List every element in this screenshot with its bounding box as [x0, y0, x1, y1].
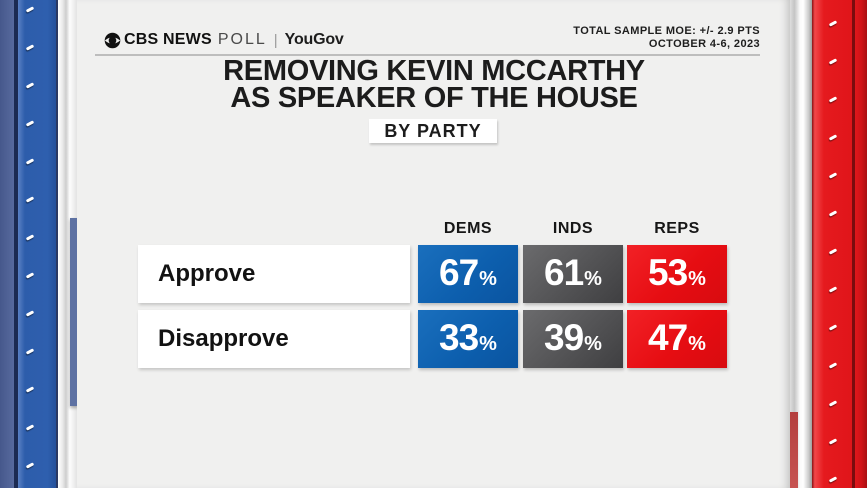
yougov-wordmark: YouGov [284, 31, 344, 48]
left-binding-dark-line [14, 0, 18, 488]
column-header-inds: INDS [552, 220, 594, 237]
brand-lockup: CBS NEWS POLL | YouGov [104, 30, 344, 50]
cell-value: 67 [439, 252, 479, 293]
percent-sign: % [688, 268, 706, 290]
page-background [77, 0, 790, 488]
right-binding-outer-strip [855, 0, 867, 488]
percent-sign: % [688, 333, 706, 355]
sample-moe-block: TOTAL SAMPLE MOE: +/- 2.9 PTS OCTOBER 4-… [573, 25, 760, 51]
title-line-1: REMOVING KEVIN MCCARTHY [223, 55, 645, 87]
left-binding-outer-strip [0, 0, 16, 488]
right-page-tab [790, 412, 798, 488]
left-binding-edge-line [56, 0, 58, 488]
cell-disapprove-dems: 33% [418, 310, 518, 368]
cell-disapprove-reps: 47% [627, 310, 727, 368]
by-party-badge: BY PARTY [369, 119, 497, 143]
row-label-approve: Approve [138, 245, 410, 303]
poll-wordmark: POLL [217, 31, 267, 48]
percent-sign: % [479, 268, 497, 290]
percent-sign: % [479, 333, 497, 355]
date-line: OCTOBER 4-6, 2023 [648, 38, 760, 50]
cell-approve-reps: 53% [627, 245, 727, 303]
column-header-reps: REPS [654, 220, 700, 237]
row-label-disapprove: Disapprove [138, 310, 410, 368]
cell-value: 47 [648, 317, 688, 358]
column-header-dems: DEMS [443, 220, 493, 237]
percent-sign: % [584, 333, 602, 355]
page-title: REMOVING KEVIN MCCARTHY AS SPEAKER OF TH… [110, 55, 758, 114]
left-page-tab [70, 218, 78, 406]
title-line-2: AS SPEAKER OF THE HOUSE [230, 82, 638, 114]
cbs-news-wordmark: CBS NEWS [124, 31, 212, 48]
cell-value: 33 [439, 317, 479, 358]
left-binding-blue-spine [18, 0, 56, 488]
cell-disapprove-inds: 39% [523, 310, 623, 368]
cell-approve-dems: 67% [418, 245, 518, 303]
cell-approve-inds: 61% [523, 245, 623, 303]
page-stack-edge-right [790, 0, 812, 488]
moe-line: TOTAL SAMPLE MOE: +/- 2.9 PTS [573, 25, 760, 37]
right-binding-red-spine [812, 0, 852, 488]
percent-sign: % [584, 268, 602, 290]
cbs-eye-icon [104, 32, 121, 48]
cell-value: 39 [544, 317, 584, 358]
cell-value: 53 [648, 252, 688, 293]
right-binding-dark-line [852, 0, 855, 488]
brand-divider: | [273, 31, 278, 49]
header-divider-rule [95, 54, 760, 56]
cell-value: 61 [544, 252, 584, 293]
